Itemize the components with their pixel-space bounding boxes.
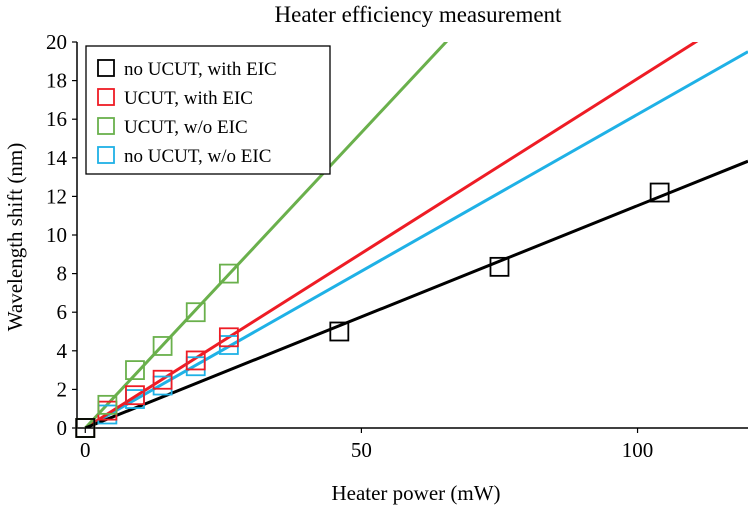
y-tick-label: 8	[57, 262, 68, 286]
legend-marker	[97, 146, 115, 164]
data-point-marker	[125, 385, 145, 406]
y-tick-label: 2	[57, 377, 68, 401]
legend: no UCUT, with EIC UCUT, with EIC UCUT, w/o…	[85, 45, 331, 175]
plot-area: 0 2 4 6 8 10 12 14 16 18 20 0 50 100	[46, 30, 748, 462]
y-tick-label: 6	[57, 300, 68, 324]
y-tick-label: 12	[46, 184, 67, 208]
data-point-marker	[218, 263, 239, 284]
data-point-marker	[152, 369, 173, 390]
data-point-marker	[185, 302, 206, 323]
x-tick-label: 0	[80, 438, 91, 462]
y-tick-label: 0	[57, 416, 68, 440]
data-point-marker	[489, 256, 510, 277]
legend-marker	[97, 117, 115, 135]
legend-label: no UCUT, w/o EIC	[124, 146, 271, 167]
chart-title: Heater efficiency measurement	[275, 2, 563, 27]
data-point-marker	[97, 394, 118, 415]
series-fit-line	[84, 159, 748, 428]
y-tick-label: 16	[46, 107, 67, 131]
legend-box	[85, 45, 331, 175]
y-tick-label: 14	[46, 146, 68, 170]
y-tick-label: 18	[46, 69, 67, 93]
legend-marker	[97, 59, 115, 77]
data-point-marker	[329, 321, 350, 342]
legend-label: no UCUT, with EIC	[124, 59, 277, 80]
data-point-marker	[185, 350, 206, 371]
legend-label: UCUT, w/o EIC	[124, 117, 248, 138]
legend-label: UCUT, with EIC	[124, 88, 253, 109]
x-tick-label: 50	[351, 438, 372, 462]
series-fit-line	[84, 42, 449, 428]
x-tick-label: 100	[622, 438, 654, 462]
data-point-marker	[218, 327, 239, 348]
legend-marker	[97, 88, 115, 106]
x-axis-label: Heater power (mW)	[331, 481, 500, 505]
data-point-marker	[75, 418, 96, 438]
y-tick-label: 20	[46, 30, 67, 54]
data-point-marker	[125, 360, 145, 381]
y-tick-label: 10	[46, 223, 67, 247]
y-tick-label: 4	[57, 339, 68, 363]
data-point-marker	[649, 182, 670, 203]
y-axis-label: Wavelength shift (nm)	[3, 143, 27, 331]
data-point-marker	[152, 336, 173, 356]
series-fit-line	[84, 50, 748, 428]
